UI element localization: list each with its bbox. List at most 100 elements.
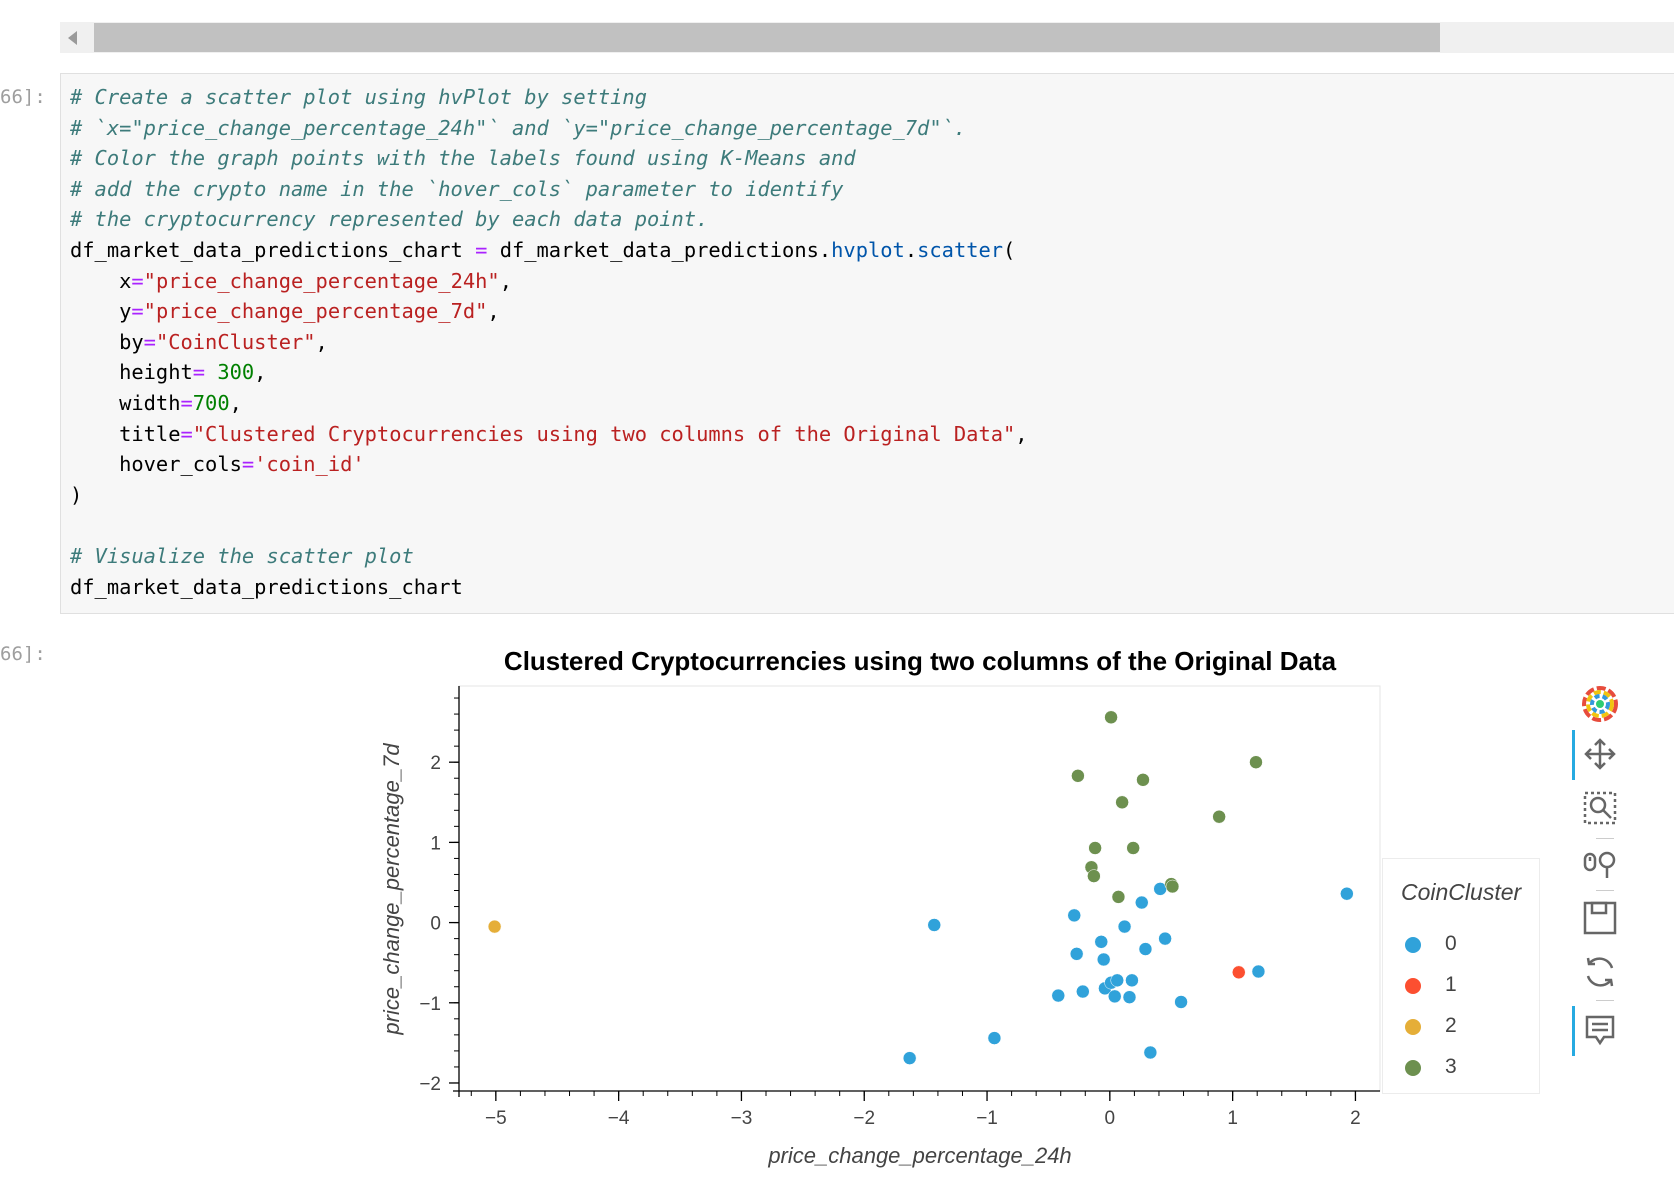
- code-comment: # `x="price_change_percentage_24h"` and …: [70, 115, 967, 140]
- legend-marker: [1405, 978, 1421, 994]
- x-tick-label: −1: [976, 1108, 998, 1129]
- hover-icon[interactable]: [1570, 1006, 1630, 1056]
- code-token: ): [70, 482, 83, 507]
- horizontal-scrollbar[interactable]: [60, 22, 1674, 53]
- code-token: =: [192, 360, 218, 385]
- x-tick-label: −5: [485, 1108, 507, 1129]
- x-tick-label: −4: [608, 1108, 630, 1129]
- legend-title: CoinCluster: [1401, 879, 1522, 905]
- code-token: hover_cols: [70, 452, 242, 477]
- y-tick-label: 1: [430, 833, 441, 854]
- reset-icon[interactable]: [1570, 948, 1630, 994]
- code-cell-input[interactable]: # Create a scatter plot using hvPlot by …: [60, 73, 1674, 614]
- data-point-cluster-0: [1340, 886, 1354, 901]
- code-token: ,: [254, 360, 267, 385]
- x-tick-label: 1: [1227, 1108, 1238, 1129]
- box-zoom-icon[interactable]: [1570, 784, 1630, 830]
- code-token: title: [70, 421, 181, 446]
- code-token: =: [462, 237, 500, 262]
- x-tick-label: 2: [1350, 1108, 1361, 1129]
- data-point-cluster-0: [1076, 984, 1090, 999]
- pan-icon[interactable]: [1570, 730, 1630, 780]
- data-point-cluster-3: [1212, 809, 1226, 824]
- data-point-cluster-0: [1122, 990, 1137, 1004]
- code-token: df_market_data_predictions.: [499, 237, 832, 262]
- data-point-cluster-3: [1088, 841, 1102, 855]
- code-token: by: [70, 329, 144, 354]
- scrollbar-thumb[interactable]: [94, 23, 1440, 52]
- save-icon[interactable]: [1570, 894, 1630, 940]
- code-comment: # Create a scatter plot using hvPlot by …: [70, 85, 647, 109]
- code-token: "CoinCluster": [155, 329, 316, 354]
- y-axis-label: price_change_percentage_7d: [379, 743, 404, 1036]
- data-point-cluster-0: [1158, 931, 1172, 946]
- toolbar-divider: [1596, 838, 1614, 839]
- scroll-left-icon[interactable]: [68, 31, 77, 45]
- data-point-cluster-3: [1249, 755, 1263, 769]
- code-token: 'coin_id': [254, 452, 365, 477]
- data-point-cluster-3: [1087, 869, 1101, 883]
- code-comment: # Color the graph points with the labels…: [70, 146, 856, 171]
- data-point-cluster-3: [1126, 841, 1140, 855]
- code-token: df_market_data_predictions_chart: [70, 237, 463, 262]
- data-point-cluster-3: [1104, 710, 1118, 725]
- code-token: 300: [217, 360, 255, 385]
- code-token: ,: [229, 390, 242, 415]
- data-point-cluster-3: [1115, 795, 1129, 810]
- data-point-cluster-2: [487, 919, 502, 934]
- data-point-cluster-0: [1051, 988, 1066, 1003]
- x-tick-label: −3: [731, 1108, 753, 1129]
- x-tick-label: −2: [853, 1108, 875, 1129]
- code-token: x: [70, 268, 132, 293]
- code-token: "Clustered Cryptocurrencies using two co…: [192, 421, 1016, 446]
- data-point-cluster-0: [902, 1051, 917, 1065]
- code-token: scatter: [917, 237, 1004, 262]
- y-tick-label: −2: [419, 1074, 441, 1095]
- legend-marker: [1405, 1019, 1421, 1035]
- code-token: ,: [1015, 421, 1028, 446]
- data-point-cluster-3: [1111, 890, 1126, 904]
- data-point-cluster-3: [1165, 879, 1180, 894]
- wheel-zoom-icon[interactable]: [1570, 840, 1630, 886]
- code-comment: # add the crypto name in the `hover_cols…: [70, 176, 844, 201]
- bokeh-logo-icon[interactable]: [1570, 680, 1630, 726]
- code-token: 700: [192, 390, 230, 415]
- code-token: (: [1003, 237, 1016, 262]
- code-token: "price_change_percentage_7d": [143, 299, 488, 324]
- x-axis-label: price_change_percentage_24h: [767, 1143, 1071, 1168]
- code-token: ,: [499, 268, 512, 293]
- code-token: y: [70, 299, 132, 324]
- legend-label: 3: [1445, 1055, 1457, 1078]
- code-token: =: [131, 299, 144, 324]
- data-point-cluster-0: [1108, 989, 1122, 1004]
- code-token: =: [180, 421, 193, 446]
- y-tick-label: −1: [419, 994, 441, 1015]
- plot-toolbar: [1570, 680, 1630, 1060]
- data-point-cluster-0: [1110, 973, 1124, 988]
- data-point-cluster-0: [927, 918, 941, 932]
- data-point-cluster-0: [1135, 895, 1149, 910]
- code-token: height: [70, 360, 193, 385]
- x-tick-label: 0: [1105, 1108, 1116, 1129]
- data-point-cluster-3: [1136, 773, 1150, 787]
- legend-label: 1: [1445, 973, 1457, 996]
- code-token: .: [904, 237, 918, 262]
- data-point-cluster-0: [1138, 942, 1153, 956]
- data-point-cluster-0: [987, 1031, 1002, 1045]
- code-token: =: [131, 268, 144, 293]
- data-point-cluster-3: [1071, 769, 1085, 783]
- legend-marker: [1405, 937, 1421, 953]
- code-token: =: [180, 390, 193, 415]
- input-prompt: 66]:: [0, 86, 46, 108]
- y-tick-label: 2: [430, 753, 441, 774]
- data-point-cluster-0: [1117, 919, 1132, 934]
- code-token: ,: [487, 299, 500, 324]
- legend-label: 0: [1445, 932, 1457, 955]
- code-editor[interactable]: # Create a scatter plot using hvPlot by …: [70, 82, 1028, 602]
- plot-area[interactable]: [458, 685, 1381, 1092]
- data-point-cluster-0: [1143, 1045, 1158, 1060]
- code-token: width: [70, 390, 181, 415]
- data-point-cluster-0: [1094, 935, 1108, 949]
- chart-points: [487, 710, 1354, 1065]
